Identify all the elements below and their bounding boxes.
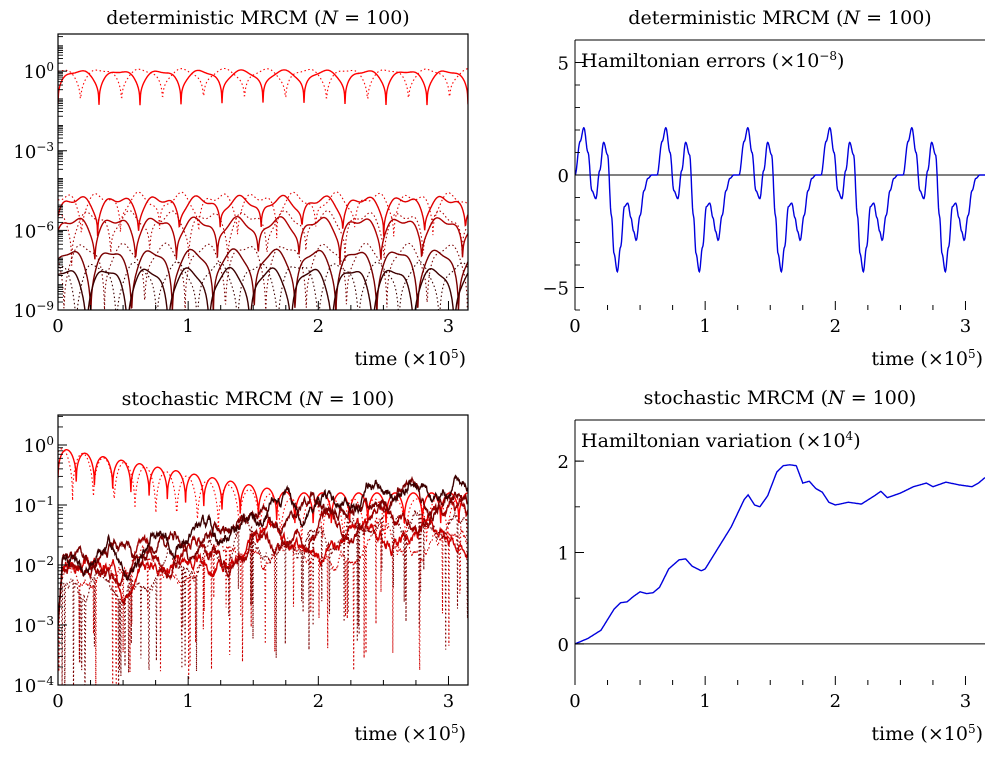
series-line-7 <box>58 474 468 626</box>
series-line-6 <box>58 475 468 626</box>
plot-frame <box>57 33 469 311</box>
x-tick-label: 2 <box>830 691 841 712</box>
series-line-8 <box>58 507 468 685</box>
plot-frame <box>57 414 469 686</box>
x-axis-label: time (×105) <box>354 722 466 745</box>
x-tick-label: 3 <box>443 691 454 712</box>
series-line-3 <box>58 194 468 237</box>
series-line-7 <box>58 248 468 310</box>
series-line-9 <box>58 266 468 310</box>
series-line-2 <box>58 448 468 549</box>
y-tick-label: 10−9 <box>13 299 54 322</box>
y-tick-label: 10−6 <box>13 219 54 242</box>
chart-title: stochastic MRCM (N = 100) <box>122 388 395 410</box>
y-tick-label: 100 <box>23 60 54 83</box>
chart-title: deterministic MRCM (N = 100) <box>628 7 931 29</box>
x-tick-label: 0 <box>569 691 580 712</box>
x-tick-label: 1 <box>182 316 193 337</box>
y-tick-label: 2 <box>558 452 569 473</box>
chart-panel-4: stochastic MRCM (N = 100) 0 1 2 3 time (×105)… <box>558 387 985 745</box>
x-axis-label: time (×105) <box>871 347 983 370</box>
y-tick-label: 5 <box>558 54 569 75</box>
series-line-3 <box>58 514 468 626</box>
x-tick-label: 2 <box>313 691 324 712</box>
x-tick-label: 3 <box>443 316 454 337</box>
series-line-6 <box>58 209 468 266</box>
chart-title: stochastic MRCM (N = 100) <box>644 387 917 409</box>
x-tick-label: 2 <box>830 316 841 337</box>
series-line-10 <box>58 261 468 310</box>
x-axis-label: time (×105) <box>354 347 466 370</box>
x-tick-label: 1 <box>699 316 710 337</box>
plot-area <box>58 67 468 310</box>
x-tick-label: 0 <box>569 316 580 337</box>
series-line-1 <box>575 126 985 274</box>
y-tick-label: 10−3 <box>13 140 54 163</box>
y-tick-label: −5 <box>542 279 569 300</box>
x-tick-label: 2 <box>313 316 324 337</box>
y-tick-label: 1 <box>558 544 569 565</box>
y-tick-label: 0 <box>558 166 569 187</box>
y-tick-label: 10−1 <box>13 494 54 517</box>
x-tick-label: 0 <box>52 316 63 337</box>
inset-label: Hamiltonian errors (×10−8) <box>581 49 844 72</box>
x-tick-label: 3 <box>960 691 971 712</box>
chart-panel-1: deterministic MRCM (N = 100) 0 1 2 3 time (×1… <box>13 7 469 370</box>
chart-panel-3: stochastic MRCM (N = 100) 0 1 2 3 time (×105)… <box>13 388 469 745</box>
series-line-1 <box>575 464 985 645</box>
y-tick-label: 10−4 <box>13 674 54 697</box>
plot-area <box>58 448 468 685</box>
x-tick-label: 1 <box>699 691 710 712</box>
y-tick-label: 0 <box>558 635 569 656</box>
plot-area <box>575 126 985 274</box>
y-tick-label: 10−2 <box>13 554 54 577</box>
x-tick-label: 0 <box>52 691 63 712</box>
y-tick-label: 10−3 <box>13 614 54 637</box>
x-tick-label: 3 <box>960 316 971 337</box>
series-line-5 <box>58 215 468 266</box>
x-axis-label: time (×105) <box>871 722 983 745</box>
inset-label: Hamiltonian variation (×104) <box>581 429 861 452</box>
series-line-1 <box>58 69 468 106</box>
y-tick-label: 100 <box>23 434 54 457</box>
plot-area <box>575 464 985 645</box>
chart-title: deterministic MRCM (N = 100) <box>106 7 409 29</box>
series-line-1 <box>58 449 468 524</box>
chart-panel-2: deterministic MRCM (N = 100) 0 1 2 3 time (×1… <box>542 7 985 370</box>
x-tick-label: 1 <box>182 691 193 712</box>
